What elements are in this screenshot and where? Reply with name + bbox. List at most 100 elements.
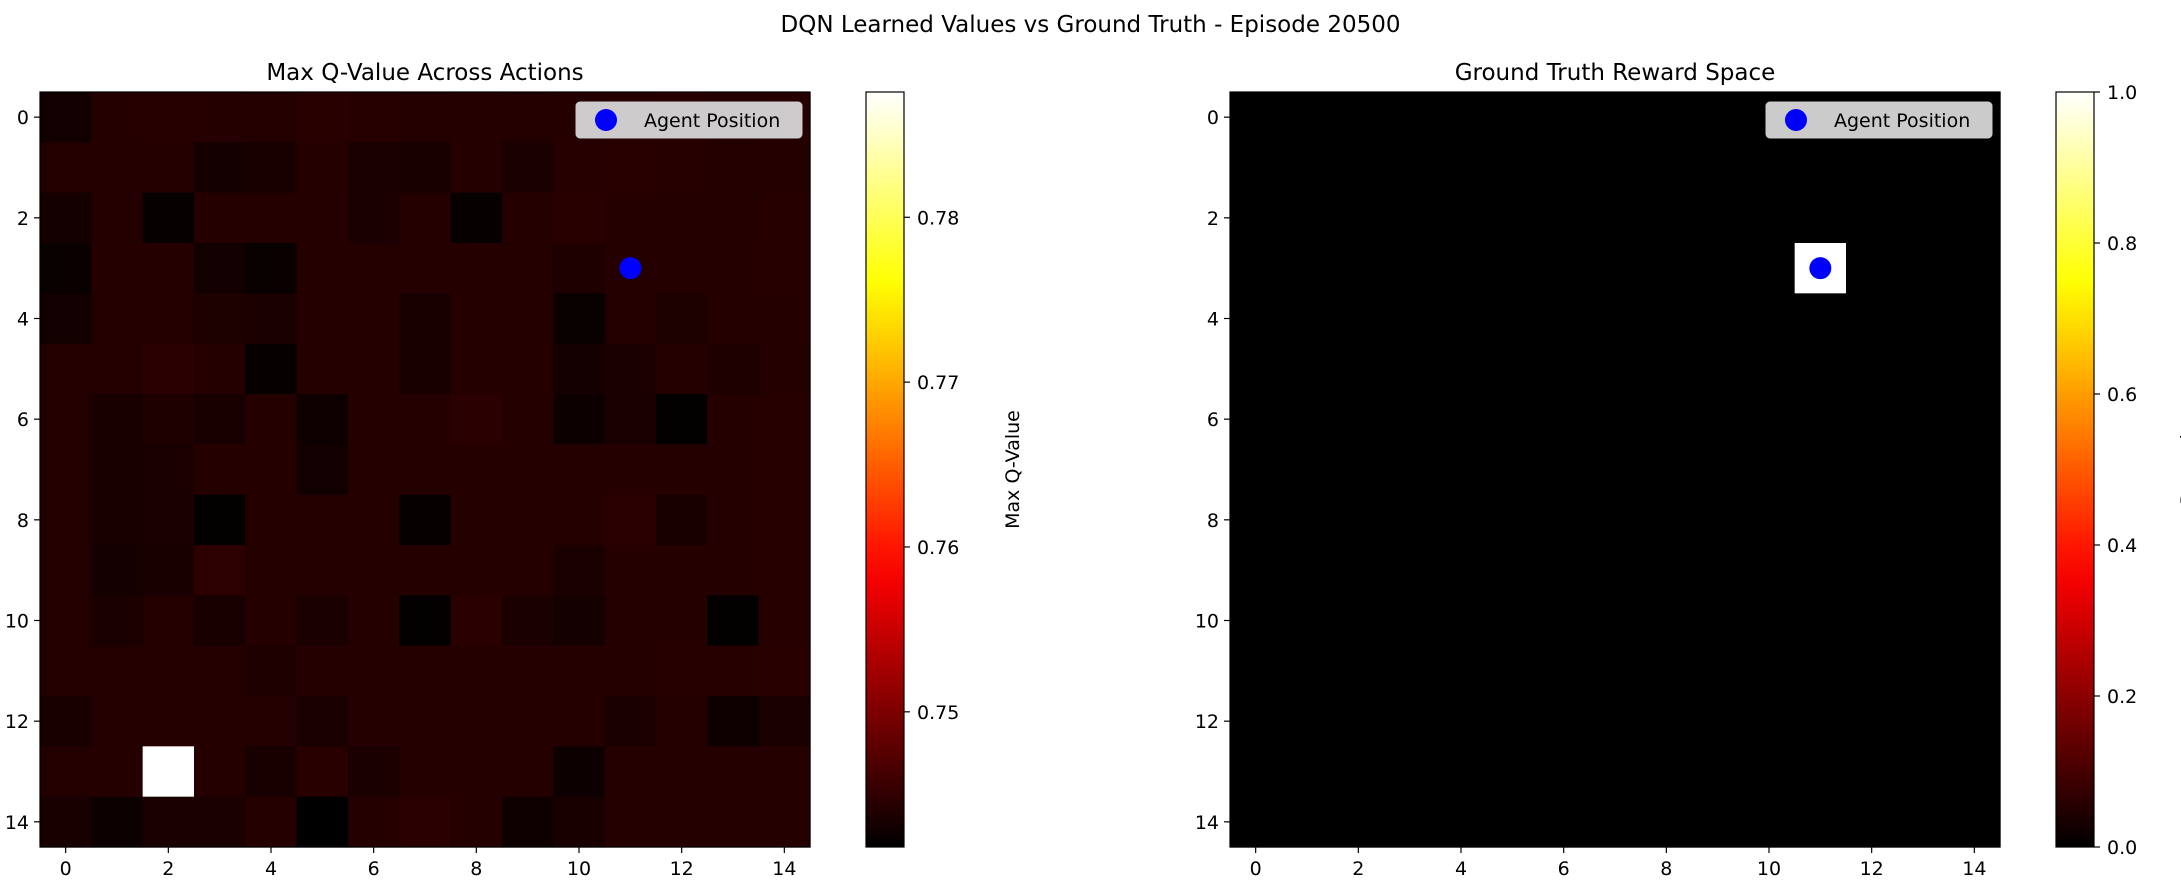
heatmap-cell [1640,394,1693,445]
heatmap-cell [1640,92,1693,143]
heatmap-cell [1794,796,1847,848]
heatmap-cell [399,545,452,596]
heatmap-cell [91,444,144,496]
y-tick-label: 2 [17,208,29,230]
heatmap-cell [656,142,708,194]
heatmap-cell [1897,545,1950,596]
heatmap-cell [553,343,606,395]
heatmap-cell [656,192,708,244]
heatmap-cell [1948,394,2001,445]
heatmap-cell [1332,796,1385,848]
heatmap-cell [1948,293,2001,345]
heatmap-cell [1230,545,1282,596]
heatmap-cell [1230,796,1282,848]
heatmap-cell [1640,293,1693,345]
heatmap-cell [502,343,554,395]
y-tick-label: 12 [1195,711,1219,733]
heatmap-cell [245,343,298,395]
heatmap-cell [1538,142,1590,194]
heatmap-cell [1384,394,1436,445]
heatmap-cell [450,243,503,294]
legend-label: Agent Position [1834,110,1970,132]
heatmap-cell [1897,192,1950,244]
heatmap-cell [604,394,657,445]
heatmap-cell [1794,595,1847,647]
heatmap-cell [91,243,144,294]
heatmap-cell [1332,444,1385,496]
heatmap-cell [245,796,298,848]
heatmap-cell [142,545,195,596]
heatmap-cell [707,494,760,546]
heatmap-cell [502,746,554,798]
heatmap-cell [502,243,554,294]
heatmap-cell [245,142,298,194]
heatmap-cell [1486,394,1539,445]
colorbar [865,91,905,848]
heatmap-cell [502,696,554,747]
heatmap-cell [502,142,554,194]
heatmap-cell [1589,192,1642,244]
heatmap-cell [296,595,349,647]
heatmap-cell [1743,343,1796,395]
heatmap-cell [1948,746,2001,798]
heatmap-cell [1435,796,1488,848]
heatmap-cell [399,293,452,345]
heatmap-cell [1230,343,1282,395]
heatmap-cell [553,545,606,596]
heatmap-cell [1692,92,1744,143]
heatmap-cell [296,343,349,395]
heatmap-cell [1435,243,1488,294]
heatmap-cell [1230,645,1282,697]
heatmap-cell [1384,192,1436,244]
heatmap-cell [1230,192,1282,244]
y-tick-label: 0 [1207,107,1219,129]
heatmap-cell [1281,645,1334,697]
heatmap-cell [1897,696,1950,747]
y-tick-label: 8 [17,510,29,532]
colorbar-tick-label: 0.4 [2107,535,2137,557]
heatmap-cell [1640,343,1693,395]
heatmap-cell [1794,343,1847,395]
heatmap-cell [707,293,760,345]
heatmap-cell [194,696,246,747]
x-tick-label: 12 [670,858,694,880]
heatmap-cell [1589,696,1642,747]
heatmap-cell [296,796,349,848]
heatmap-cell [1435,142,1488,194]
axes-frame [1229,91,2001,848]
heatmap-cell [1794,142,1847,194]
heatmap-cell [604,595,657,647]
heatmap-cell [1743,746,1796,798]
heatmap-cell [40,343,92,395]
heatmap-cell [245,394,298,445]
heatmap-cell [142,192,195,244]
heatmap-cell [1332,192,1385,244]
heatmap-cell [1332,142,1385,194]
heatmap-cell [604,293,657,345]
heatmap-cell [1897,243,1950,294]
heatmap-cell [1281,243,1334,294]
heatmap-cell [1589,796,1642,848]
heatmap-cell [1589,444,1642,496]
heatmap-cell [1538,645,1590,697]
heatmap-cell [1486,595,1539,647]
heatmap-cell [450,645,503,697]
heatmap-cell [194,192,246,244]
x-tick-label: 6 [1558,858,1570,880]
heatmap-cell [1538,394,1590,445]
colorbar-tick-label: 0.2 [2107,686,2137,708]
heatmap-cell [1589,243,1642,294]
heatmap-cell [296,142,349,194]
heatmap-cell [1846,746,1898,798]
heatmap-cell [656,595,708,647]
heatmap-cell [656,696,708,747]
heatmap-cell [348,293,400,345]
heatmap-cell [707,243,760,294]
heatmap-cell [245,92,298,143]
heatmap-cell [245,595,298,647]
heatmap-cell [1332,746,1385,798]
heatmap-cell [656,293,708,345]
heatmap-cell [1846,545,1898,596]
heatmap-cell [502,293,554,345]
y-tick-label: 6 [17,409,29,431]
